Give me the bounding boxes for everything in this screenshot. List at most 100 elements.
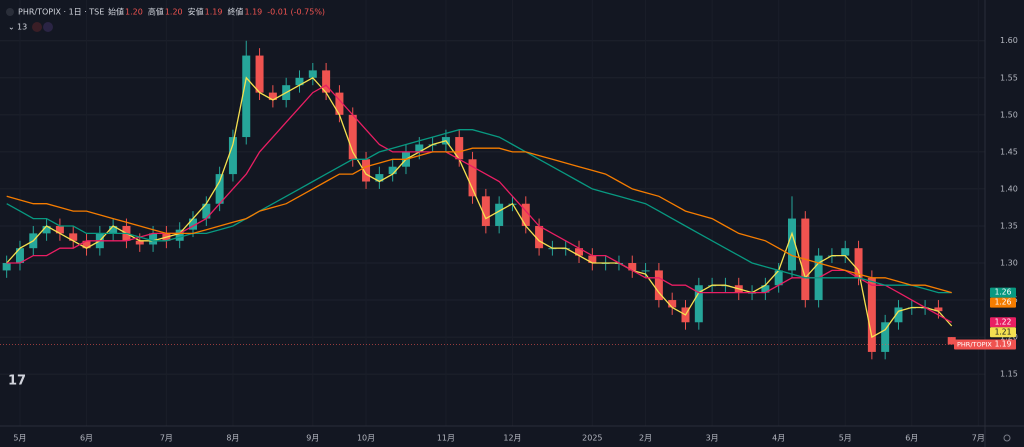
candle-body [788,218,796,271]
ohlc-value: 1.19 [244,8,262,17]
chart-title: PHR/TOPIX · 1日 · TSE [18,8,104,17]
y-tick-label: 1.50 [1000,110,1018,119]
ohlc-value: 1.19 [205,8,223,17]
candle-body [521,203,530,226]
candle-body [947,337,956,345]
candle-body [175,229,184,241]
candle-body [15,248,24,264]
candle-body [348,114,357,160]
candle-body [375,174,384,182]
symbol-badge-name: PHR/TOPIX [957,341,992,349]
candle-body [55,225,64,234]
x-tick-label: 4月 [772,434,785,443]
price-badge [990,297,1016,308]
change: -0.01 (-0.75%) [267,8,325,17]
y-tick-label: 1.60 [1000,36,1018,45]
x-tick-label: 2月 [639,434,652,443]
candle-body [588,255,597,264]
candle-body [894,307,903,323]
settings-icon[interactable] [1003,434,1011,442]
ohlc-legend: 始値 1.20 高値 1.20 安値 1.19 終値 1.19 -0.01 (-0.75%) [108,7,325,17]
moving-average [6,129,952,294]
ohlc-name: 安値 [188,7,204,17]
candle-body [495,203,504,226]
candle-body [42,225,51,234]
candle-body [774,270,783,286]
candle-body [268,92,277,101]
ohlc-name: 高値 [148,7,164,17]
x-tick-label: 6月 [80,434,93,443]
ohlc-name: 始値 [108,7,124,17]
candle-body [654,270,663,301]
x-tick-label: 5月 [13,434,26,443]
candle-body [468,159,477,197]
candle-body [854,248,863,278]
candle-body [69,233,78,241]
y-tick-label: 1.35 [1000,221,1018,230]
candle-body [575,248,584,256]
candle-body [841,248,850,256]
indicator-badge[interactable] [43,22,53,32]
collapse-icon: ⌄ [8,23,15,32]
y-tick-label: 1.30 [1000,259,1018,268]
x-tick-label: 10月 [357,434,375,443]
symbol-badge [954,339,1016,350]
ohlc-value: 1.20 [165,8,183,17]
y-tick-label: 1.15 [1000,370,1018,379]
price-badge [990,317,1016,328]
price-badge-label: 1.22 [995,317,1012,326]
y-tick-label: 1.45 [1000,147,1018,156]
symbol-badge-price: 1.19 [995,340,1012,349]
indicator-count[interactable]: 13 [17,23,27,32]
symbol-icon [6,8,14,16]
plot [0,40,985,360]
candle-body [322,70,331,93]
candle-body [149,233,158,245]
candle-body [628,263,637,271]
candle-body [362,159,371,182]
candle-body [761,285,770,293]
y-tick-label: 1.40 [1000,184,1018,193]
price-badge [990,287,1016,298]
y-tick-label: 1.55 [1000,73,1018,82]
x-tick-label: 6月 [905,434,918,443]
grid [0,40,985,375]
price-badge [990,327,1016,338]
x-tick-label: 7月 [160,434,173,443]
candle-body [867,277,876,352]
price-badge-label: 1.26 [995,288,1012,297]
candle-body [535,225,544,249]
candle-body [228,137,237,175]
logo[interactable]: 17 [8,374,26,389]
candle-body [481,196,490,226]
candle-body [694,285,703,323]
ohlc-value: 1.20 [125,8,143,17]
x-tick-label: 7月 [972,434,985,443]
candle-body [415,144,424,152]
price-badge-label: 1.26 [995,298,1012,307]
candle-body [335,92,344,115]
indicator-badge[interactable] [32,22,42,32]
candle-body [295,77,304,86]
price-badge-label: 1.21 [995,327,1012,336]
axes: 1.151.201.251.301.351.401.451.501.551.60… [13,36,1017,442]
candle-body [2,263,11,271]
candle-body [109,225,118,234]
x-tick-label: 11月 [437,434,455,443]
candle-body [934,307,943,312]
x-tick-label: 12月 [503,434,521,443]
candle-body [202,203,211,219]
candle-body [455,137,464,160]
x-tick-label: 2025 [582,434,602,443]
candle-body [242,55,251,138]
candle-body [135,240,144,245]
candle-body [388,166,397,175]
x-tick-label: 8月 [226,434,239,443]
candle-body [641,270,650,272]
candle-body [668,300,677,308]
candle-body [189,218,197,230]
ohlc-name: 終値 [227,7,243,17]
candle-body [308,70,317,78]
x-tick-label: 9月 [306,434,319,443]
